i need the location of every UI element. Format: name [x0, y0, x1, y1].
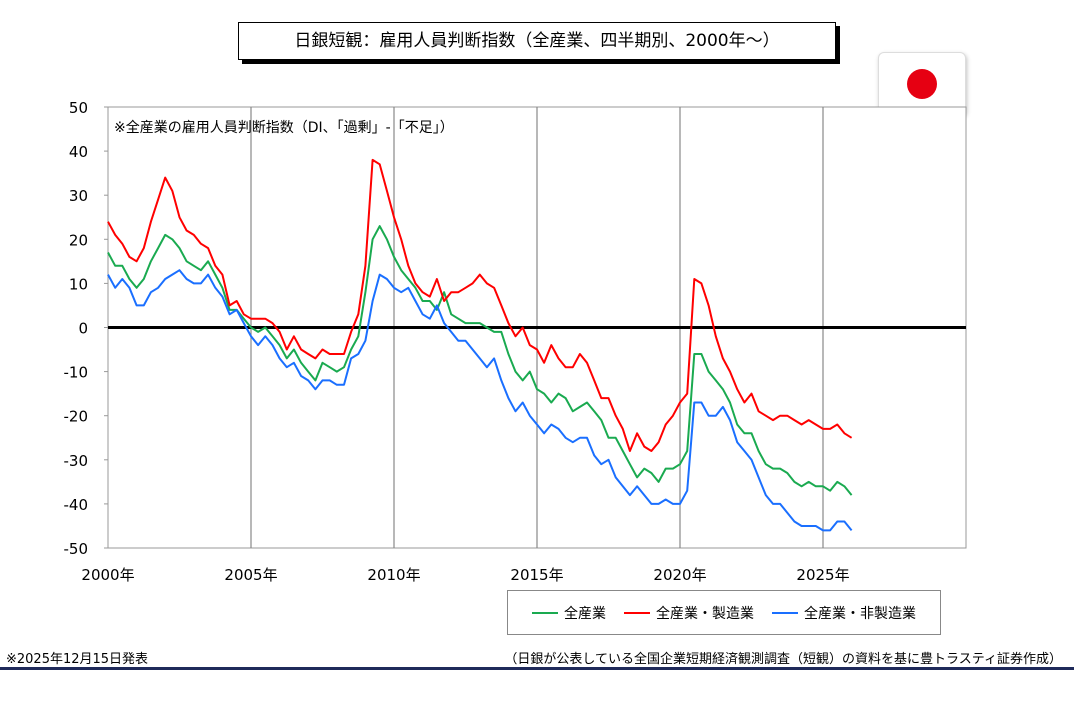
legend-label: 全産業・製造業	[656, 605, 754, 622]
x-tick-label: 2015年	[510, 566, 563, 584]
legend-label: 全産業・非製造業	[804, 605, 916, 622]
japan-flag-icon	[878, 52, 966, 116]
series-line-0	[107, 225, 853, 496]
x-tick-label: 2025年	[796, 566, 849, 584]
legend-label: 全産業	[564, 605, 606, 622]
y-tick-label: 40	[69, 143, 88, 161]
release-date-note: ※2025年12月15日発表	[6, 652, 149, 667]
legend: 全産業 全産業・製造業 全産業・非製造業	[507, 590, 941, 635]
legend-item-manufacturing: 全産業・製造業	[624, 603, 754, 623]
y-tick-label: -30	[64, 452, 89, 470]
legend-swatch	[772, 611, 798, 614]
y-tick-label: -50	[64, 540, 89, 558]
legend-swatch	[532, 611, 558, 614]
footer-divider	[0, 667, 1074, 670]
y-tick-label: -10	[64, 364, 89, 382]
legend-item-non-manufacturing: 全産業・非製造業	[772, 603, 916, 623]
x-tick-label: 2010年	[367, 566, 420, 584]
series-line-1	[107, 158, 853, 452]
legend-swatch	[624, 611, 650, 614]
x-tick-label: 2020年	[653, 566, 706, 584]
y-tick-label: 10	[69, 275, 88, 293]
x-tick-label: 2005年	[224, 566, 277, 584]
y-tick-label: -20	[64, 408, 89, 426]
y-tick-label: 30	[69, 187, 88, 205]
legend-item-all: 全産業	[532, 603, 606, 623]
series-line-2	[107, 269, 853, 532]
y-tick-label: 20	[69, 231, 88, 249]
y-tick-label: -40	[64, 496, 89, 514]
x-tick-label: 2000年	[81, 566, 134, 584]
source-note: （日銀が公表している全国企業短期経済観測調査（短観）の資料を基に豊トラスティ証券…	[504, 652, 1062, 667]
chart-annotation: ※全産業の雇用人員判断指数（DI、「過剰」-「不足」）	[114, 119, 454, 136]
y-tick-label: 0	[78, 320, 88, 338]
chart-title: 日銀短観：雇用人員判断指数（全産業、四半期別、2000年～）	[238, 22, 836, 60]
y-tick-label: 50	[69, 99, 88, 117]
